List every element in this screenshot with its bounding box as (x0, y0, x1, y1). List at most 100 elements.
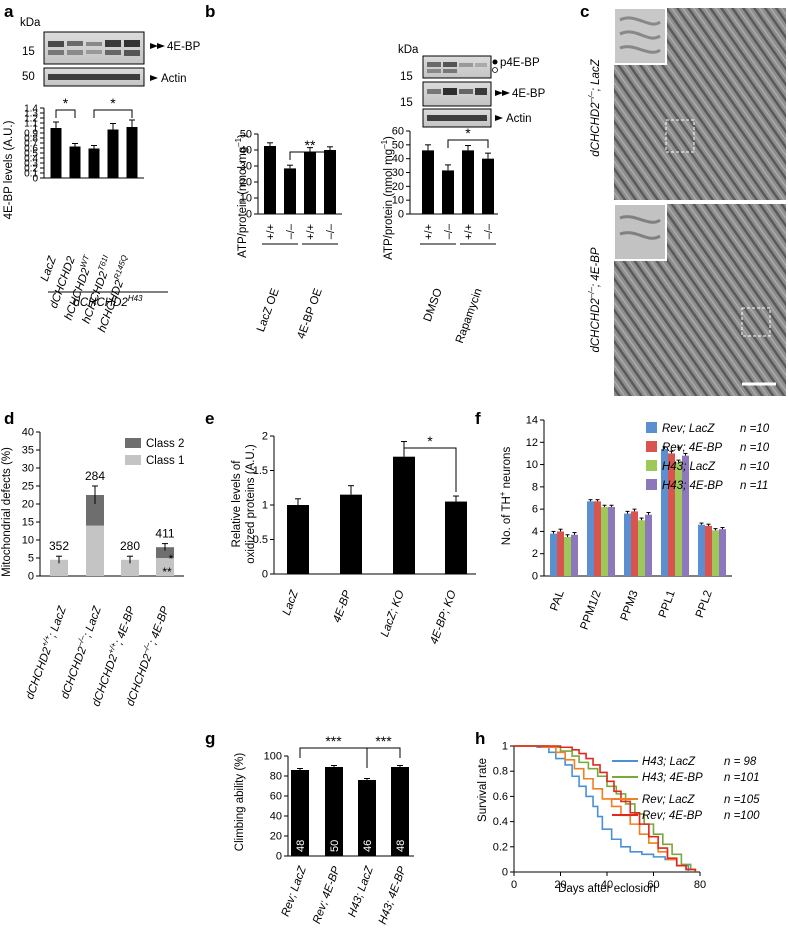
panel-a-ytick-label-12: 1.2 (24, 114, 38, 125)
panel-b-right-xtick-0: +/+ (423, 224, 435, 240)
panel-d-ytick-label-8: 40 (22, 427, 34, 439)
panel-d-ytick-label-4: 20 (22, 499, 34, 511)
panel-b-left-ytick-label-1: 10 (240, 193, 252, 205)
panel-letter-c: c (580, 2, 589, 21)
panel-h-ytick-label-4: 0.8 (493, 766, 508, 778)
panel-b-left-xtick-2: +/+ (305, 224, 317, 240)
panel-d-bar-class1-3 (156, 558, 174, 576)
panel-b-left-ytick-label-0: 0 (246, 209, 252, 221)
panel-a-ytick-label-10: 1 (32, 124, 38, 135)
panel-g-xtick-1: Rev; 4E-BP (311, 865, 343, 926)
panel-f-bar-s3-c4 (719, 529, 726, 576)
panel-a-xtick-0: LacZ (39, 254, 59, 283)
panel-g-xtick-0: Rev; LacZ (280, 864, 310, 918)
panel-b-left-group-1: 4E-BP OE (295, 287, 324, 341)
panel-b-kda-label: kDa (398, 44, 419, 56)
panel-g-ytick-label-5: 100 (264, 751, 282, 763)
panel-a-ytick-label-2: 0.2 (24, 164, 38, 175)
panel-d-n-label-2: 280 (120, 539, 140, 553)
panel-d-ytick-label-3: 15 (22, 517, 34, 529)
panel-b-left-xtick-3: –/– (325, 223, 337, 239)
panel-letter-g: g (205, 729, 215, 748)
panel-b-right-ytick-label-3: 30 (392, 167, 404, 179)
panel-d-bar-class1-1 (86, 525, 104, 576)
panel-d-sig-class1: ** (162, 565, 172, 579)
panel-e-bar-1 (340, 494, 362, 574)
panel-letter-a: a (4, 2, 14, 21)
panel-h-xlabel: Days after eclosion (558, 883, 656, 895)
panel-b-left-bar-0 (264, 146, 276, 214)
panel-d-ylabel: Mitochondrial defects (%) (1, 447, 13, 577)
panel-f-legend-n-0: n =10 (740, 423, 770, 435)
panel-f-bar-s1-c0 (557, 531, 564, 576)
panel-f-legend-label-1: Rev; 4E-BP (662, 442, 722, 454)
panel-b-left-sig: ** (305, 137, 316, 153)
panel-a-2-sig: * (110, 95, 116, 111)
panel-a-1-sig: * (63, 95, 69, 111)
panel-f-ytick-label-2: 4 (532, 526, 538, 538)
panel-e-sig: * (427, 433, 433, 449)
panel-a-marker-15: 15 (22, 46, 35, 58)
panel-f-legend-n-3: n =11 (740, 480, 768, 492)
panel-f-bar-s1-c3 (668, 453, 675, 576)
panel-b-band-p4ebp: p4E-BP (500, 57, 540, 69)
panel-b-left-ytick-label-3: 30 (240, 161, 252, 173)
panel-b-blot-4ebp (422, 81, 492, 107)
panel-h-ytick-label-1: 0.2 (493, 841, 508, 853)
panel-h-legend-n-1: n =101 (724, 772, 760, 784)
panel-h-legend-label-1: H43; 4E-BP (642, 772, 703, 784)
panel-a-ytick-label-1: 0.1 (24, 169, 38, 180)
panel-b-right-xtick-2: +/+ (463, 224, 475, 240)
panel-d: Mitochondrial defects (%) 0 5 10 15 20 25 30 35… (1, 427, 184, 709)
panel-e-bar-2 (393, 456, 415, 574)
panel-f-bar-s2-c1 (601, 506, 608, 576)
panel-e-ytick-label-2: 1 (262, 500, 268, 512)
panel-b-band-4ebp: 4E-BP (512, 88, 546, 100)
panel-g-2-bracket (366, 747, 401, 768)
panel-b-right-ylabel: ATP/protein (nmol mg–1) (380, 136, 395, 260)
panel-h-series-line-0 (514, 745, 690, 872)
panel-g-n-label-3: 48 (395, 840, 407, 852)
panel-d-bar-class2-1 (86, 495, 104, 526)
panel-g-ytick-label-3: 60 (270, 791, 282, 803)
panel-e-xtick-1: 4E-BP (331, 589, 354, 625)
panel-b-left-ytick-label-5: 50 (240, 129, 252, 141)
panel-f-ytick-label-1: 2 (532, 548, 538, 560)
panel-f-bar-s0-c2 (624, 513, 631, 576)
panel-b-right-ytick-label-5: 50 (392, 139, 404, 151)
panel-h-legend-n-0: n = 98 (724, 756, 757, 768)
panel-b-band-actin: Actin (506, 113, 532, 125)
panel-h-legend-label-0: H43; LacZ (642, 756, 696, 768)
panel-b-left-chart: 0 10 20 30 40 50 +/+ –/– +/+ –/– ** (240, 129, 342, 245)
panel-g-bar-2 (358, 780, 376, 856)
panel-g-n-label-0: 48 (295, 840, 307, 852)
panel-e-ytick-label-3: 1.5 (253, 465, 268, 477)
panel-f-ytick-label-3: 6 (532, 504, 538, 516)
panel-c-label-bottom: dCHCHD2–/–; 4E-BP (587, 247, 602, 352)
panel-letter-h: h (475, 729, 485, 748)
panel-b-right-ytick-label-0: 0 (398, 209, 404, 221)
panel-e-ytick-label-4: 2 (262, 431, 268, 443)
panel-d-bar-class2-3 (156, 547, 174, 558)
panel-f-ytick-label-0: 0 (532, 571, 538, 583)
panel-f-bar-s0-c3 (661, 448, 668, 576)
panel-d-bar-class1-0 (50, 559, 68, 576)
panel-d-legend-swatch-class1 (125, 455, 141, 465)
panel-h-legend: H43; LacZ n = 98 H43; 4E-BP n =101 Rev; … (612, 756, 760, 822)
panel-f-bar-s0-c4 (698, 524, 705, 576)
panel-h-series-line-2 (514, 745, 697, 872)
panel-d-legend-class1: Class 1 (146, 455, 184, 467)
panel-f-bar-s2-c4 (712, 530, 719, 576)
panel-f-bar-s3-c0 (571, 534, 578, 576)
panel-b-right-group-1: Rapamycin (454, 287, 485, 345)
panel-c-zoom-box-bottom (741, 307, 771, 337)
panel-e-ylabel-line1: Relative levels of (231, 460, 243, 548)
panel-a-ytick-label-14: 1.4 (24, 104, 38, 115)
panel-a-bar-3 (107, 129, 119, 178)
panel-d-ytick-label-0: 0 (28, 571, 34, 583)
panel-e-ytick-label-1: 0.5 (253, 534, 268, 546)
panel-g-bar-1 (325, 767, 343, 856)
panel-f-xtick-2: PPM3 (619, 589, 641, 623)
panel-f-bar-s3-c3 (682, 455, 689, 576)
panel-a-blot-actin (43, 67, 145, 87)
